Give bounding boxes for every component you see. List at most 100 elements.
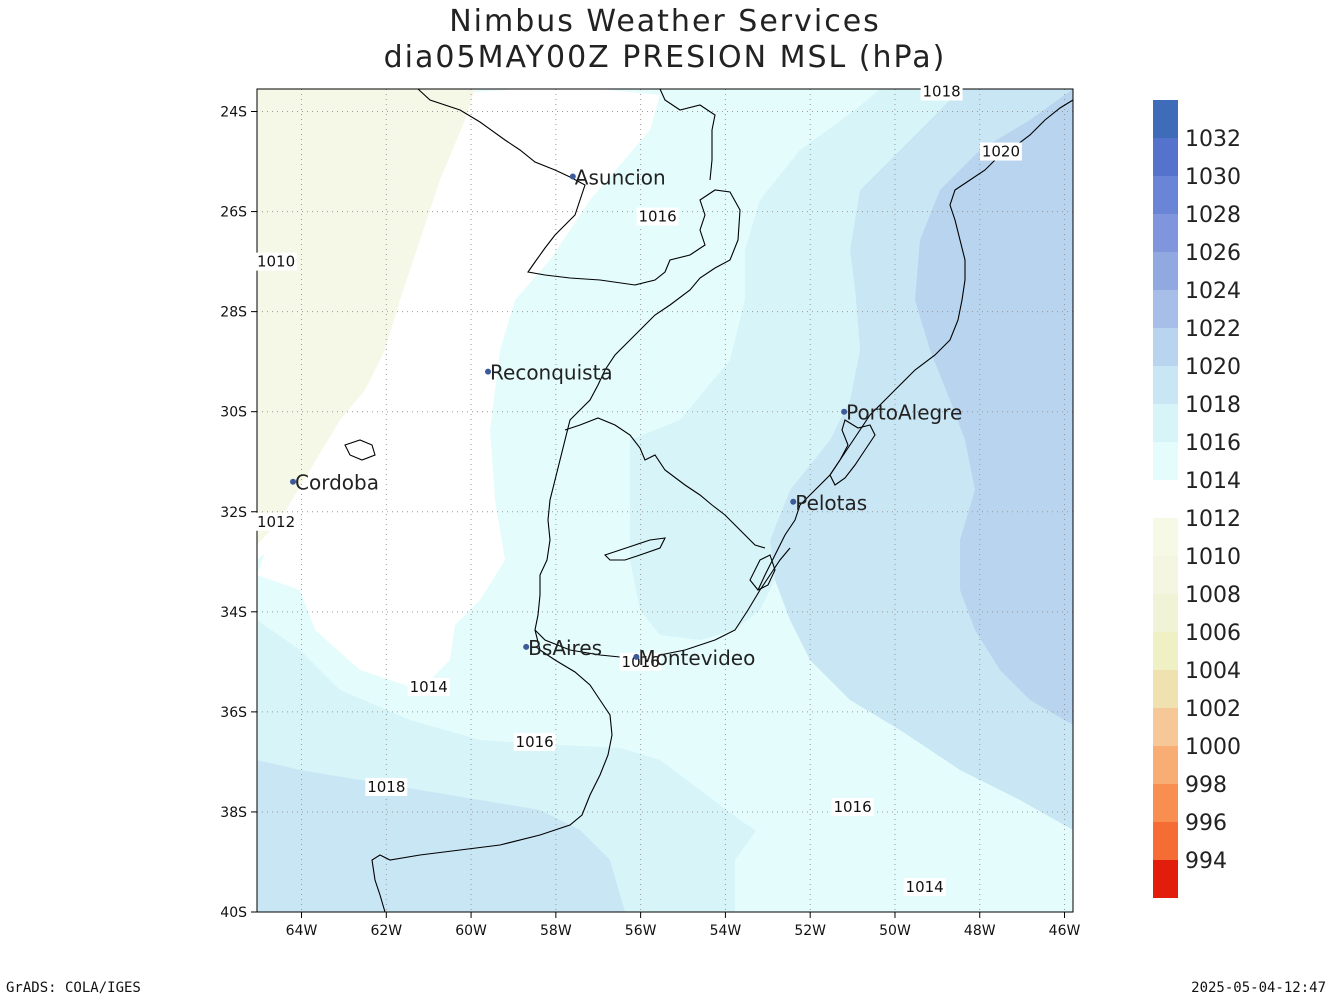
lon-label: 60W [455, 923, 487, 939]
map-title: Nimbus Weather Services [449, 4, 881, 39]
city-label: Cordoba [295, 471, 379, 495]
lon-label: 48W [964, 923, 996, 939]
lat-label: 30S [220, 405, 247, 421]
brazil-coast [757, 99, 1074, 591]
region-1016-uruguay [630, 89, 960, 640]
city-marker [841, 408, 848, 415]
lat-label: 34S [220, 605, 247, 621]
mirim-lagoon [749, 554, 776, 591]
contour-label: 1016 [831, 797, 874, 816]
contour-label-text: 1016 [516, 733, 554, 751]
lat-label: 26S [220, 205, 247, 221]
map-axes: 24S 26S 28S 30S 32S 34S 36S 38S 40S 64W 62W 60W 58W 5… [220, 105, 1080, 939]
contour-label-bg [903, 877, 946, 896]
contour-label: 1014 [903, 877, 946, 896]
lon-label: 52W [794, 923, 826, 939]
region-1018-southwest [257, 760, 625, 912]
contour-label-bg [255, 512, 298, 531]
city-label: Montevideo [638, 646, 755, 670]
city-marker [569, 173, 576, 180]
legend-swatch [1153, 442, 1178, 480]
contour-label-bg [979, 142, 1022, 161]
legend-swatch [1153, 822, 1178, 860]
contour-label: 1012 [255, 512, 298, 531]
legend-swatch [1153, 556, 1178, 594]
legend-swatch [1153, 480, 1178, 518]
contour-label-text: 1018 [367, 778, 405, 796]
map-subtitle: dia05MAY00Z PRESION MSL (hPa) [383, 40, 947, 75]
lat-label: 38S [220, 805, 247, 821]
legend-swatch [1153, 328, 1178, 366]
legend-swatch [1153, 214, 1178, 252]
contour-label-text: 1018 [922, 83, 960, 101]
contour-label-bg [831, 797, 874, 816]
legend-label: 1018 [1185, 393, 1241, 418]
legend-label: 1006 [1185, 621, 1241, 646]
contour-label-text: 1010 [257, 253, 295, 271]
legend-swatch [1153, 290, 1178, 328]
legend-swatch [1153, 100, 1178, 138]
contour-label-bg [619, 652, 662, 671]
contour-label-bg [920, 82, 963, 101]
legend-swatch [1153, 708, 1178, 746]
legend-label: 1032 [1185, 127, 1241, 152]
contour-label-text: 1016 [622, 653, 660, 671]
contour-label: 1018 [920, 82, 963, 101]
uruguay-coast [714, 547, 791, 641]
contour-label-bg [636, 207, 679, 226]
lon-label: 62W [370, 923, 402, 939]
legend-label: 1022 [1185, 317, 1241, 342]
map-frame [256, 88, 1074, 913]
legend-swatch [1153, 784, 1178, 822]
legend-label: 1030 [1185, 165, 1241, 190]
legend-swatch [1153, 632, 1178, 670]
legend-swatch [1153, 518, 1178, 556]
legend-swatch [1153, 252, 1178, 290]
legend-label: 1008 [1185, 583, 1241, 608]
contour-label-bg [255, 252, 298, 271]
footer-timestamp: 2025-05-04-12:47 [1191, 980, 1326, 996]
legend-label: 1028 [1185, 203, 1241, 228]
city-label: Reconquista [490, 361, 613, 385]
rincon-reservoir [603, 537, 666, 561]
legend-swatch [1153, 366, 1178, 404]
lat-label: 36S [220, 705, 247, 721]
legend-swatch [1153, 138, 1178, 176]
city-marker [485, 368, 492, 375]
contour-label: 1020 [979, 142, 1022, 161]
legend-label: 994 [1185, 849, 1227, 874]
legend-label: 1016 [1185, 431, 1241, 456]
region-1014-southeast [735, 812, 1073, 912]
contour-label: 1016 [619, 652, 662, 671]
legend-label: 1014 [1185, 469, 1241, 494]
city-label: PortoAlegre [846, 401, 962, 425]
lat-label: 24S [220, 105, 247, 121]
contour-label-bg [365, 777, 408, 796]
contour-label-text: 1012 [257, 513, 295, 531]
laguna-mar-chiquita [344, 439, 376, 461]
city-label: Asuncion [575, 166, 666, 190]
legend-label: 1020 [1185, 355, 1241, 380]
contour-label-text: 1016 [833, 798, 871, 816]
legend-swatch [1153, 404, 1178, 442]
legend-label: 996 [1185, 811, 1227, 836]
contour-label: 1018 [365, 777, 408, 796]
legend-swatch [1153, 860, 1178, 898]
city-marker [790, 498, 797, 505]
legend-swatch [1153, 594, 1178, 632]
legend-label: 1004 [1185, 659, 1241, 684]
legend-label: 1002 [1185, 697, 1241, 722]
map-grid [257, 89, 1073, 912]
lat-label: 32S [220, 505, 247, 521]
contour-label-text: 1016 [638, 208, 676, 226]
city-markers: Asuncion Reconquista PortoAlegre Cordoba Pel… [290, 166, 962, 670]
contour-label: 1016 [636, 207, 679, 226]
city-label: BsAires [528, 636, 602, 660]
lon-label: 64W [286, 923, 318, 939]
legend-label: 998 [1185, 773, 1227, 798]
region-1010 [257, 89, 475, 545]
lon-label: 54W [710, 923, 742, 939]
city-marker [633, 653, 640, 660]
legend-swatch [1153, 746, 1178, 784]
